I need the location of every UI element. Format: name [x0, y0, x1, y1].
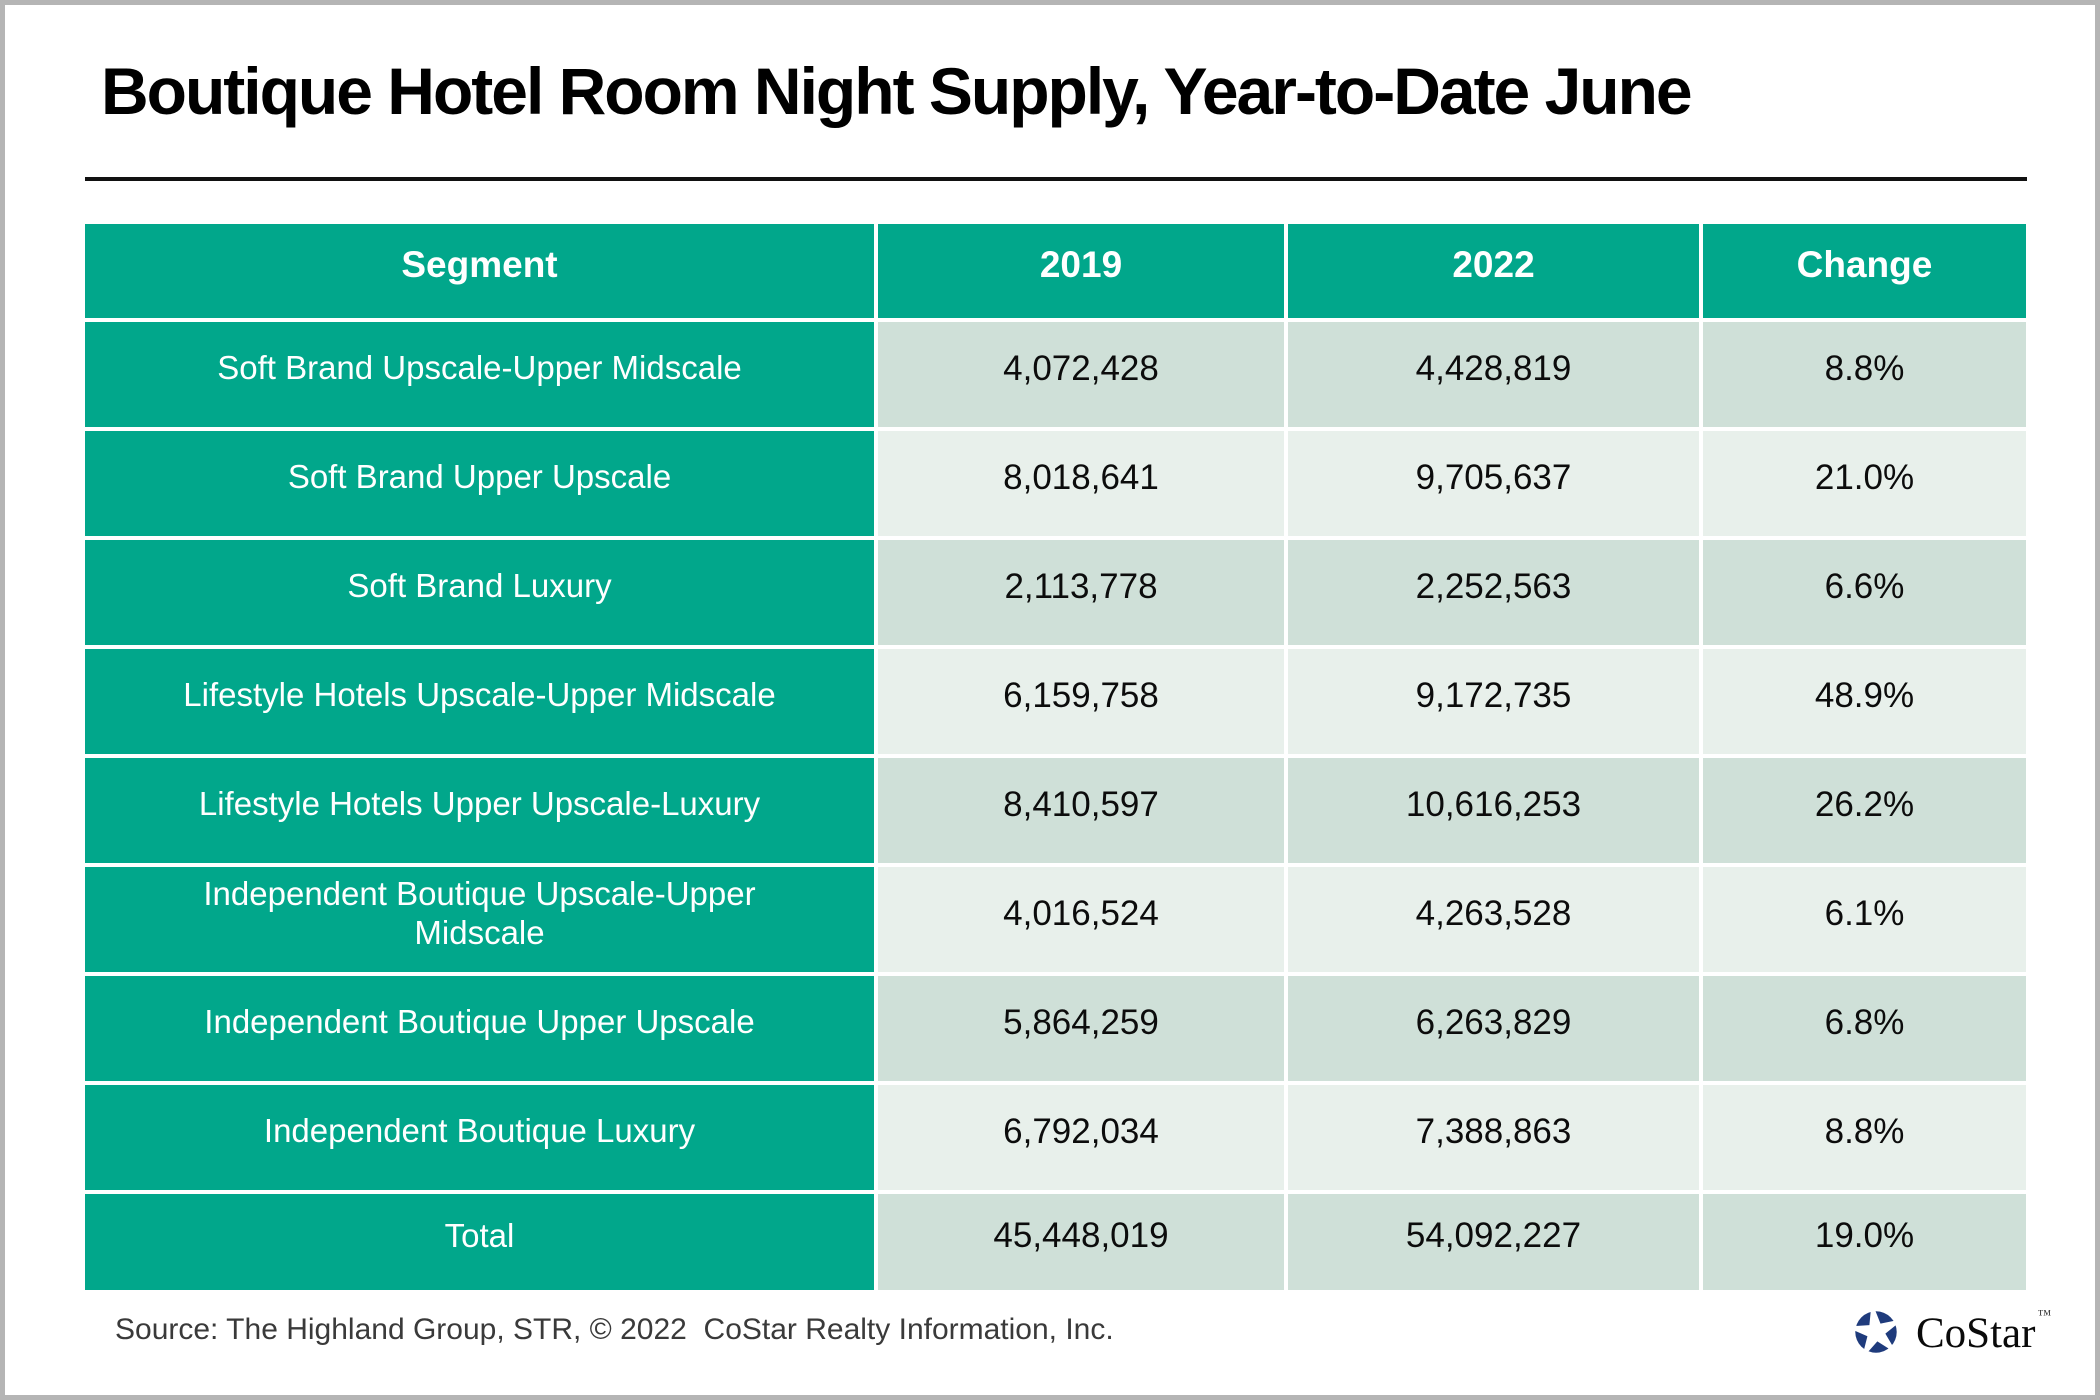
row-label: Independent Boutique Luxury	[85, 1085, 874, 1190]
total-row-label: Total	[85, 1194, 874, 1290]
cell-2022: 4,263,528	[1288, 867, 1699, 972]
cell-2022: 4,428,819	[1288, 322, 1699, 427]
cell-change: 26.2%	[1703, 758, 2026, 863]
costar-wordmark: CoStar	[1916, 1310, 2036, 1357]
cell-2022: 9,705,637	[1288, 431, 1699, 536]
costar-pinwheel-icon	[1848, 1304, 1904, 1360]
row-label: Independent Boutique Upper Upscale	[85, 976, 874, 1081]
cell-2019: 4,072,428	[878, 322, 1284, 427]
cell-change: 8.8%	[1703, 1085, 2026, 1190]
cell-2022: 6,263,829	[1288, 976, 1699, 1081]
trademark-symbol: ™	[2037, 1308, 2052, 1323]
cell-2022: 9,172,735	[1288, 649, 1699, 754]
costar-logo: CoStar ™	[1848, 1303, 2051, 1361]
cell-2019: 6,159,758	[878, 649, 1284, 754]
row-label: Soft Brand Luxury	[85, 540, 874, 645]
cell-change: 6.8%	[1703, 976, 2026, 1081]
source-note: Source: The Highland Group, STR, © 2022 …	[115, 1313, 1114, 1346]
cell-2022: 2,252,563	[1288, 540, 1699, 645]
total-cell-change: 19.0%	[1703, 1194, 2026, 1290]
column-header-segment: Segment	[85, 224, 874, 318]
cell-2019: 8,410,597	[878, 758, 1284, 863]
cell-2019: 5,864,259	[878, 976, 1284, 1081]
column-header-change: Change	[1703, 224, 2026, 318]
row-label: Lifestyle Hotels Upscale-Upper Midscale	[85, 649, 874, 754]
cell-2022: 10,616,253	[1288, 758, 1699, 863]
page-title: Boutique Hotel Room Night Supply, Year-t…	[101, 54, 1693, 128]
column-header-2022: 2022	[1288, 224, 1699, 318]
cell-2022: 7,388,863	[1288, 1085, 1699, 1190]
cell-2019: 8,018,641	[878, 431, 1284, 536]
cell-2019: 4,016,524	[878, 867, 1284, 972]
row-label: Lifestyle Hotels Upper Upscale-Luxury	[85, 758, 874, 863]
cell-change: 6.1%	[1703, 867, 2026, 972]
total-cell-2022: 54,092,227	[1288, 1194, 1699, 1290]
cell-change: 8.8%	[1703, 322, 2026, 427]
room-night-supply-table: Segment 2019 2022 Change Soft Brand Upsc…	[85, 224, 2026, 1290]
row-label: Soft Brand Upper Upscale	[85, 431, 874, 536]
column-header-2019: 2019	[878, 224, 1284, 318]
cell-change: 48.9%	[1703, 649, 2026, 754]
cell-change: 6.6%	[1703, 540, 2026, 645]
cell-2019: 6,792,034	[878, 1085, 1284, 1190]
row-label: Soft Brand Upscale-Upper Midscale	[85, 322, 874, 427]
cell-2019: 2,113,778	[878, 540, 1284, 645]
costar-logo-text: CoStar ™	[1916, 1308, 2052, 1357]
title-underline	[85, 177, 2027, 181]
total-cell-2019: 45,448,019	[878, 1194, 1284, 1290]
row-label: Independent Boutique Upscale-Upper Midsc…	[85, 867, 874, 972]
cell-change: 21.0%	[1703, 431, 2026, 536]
